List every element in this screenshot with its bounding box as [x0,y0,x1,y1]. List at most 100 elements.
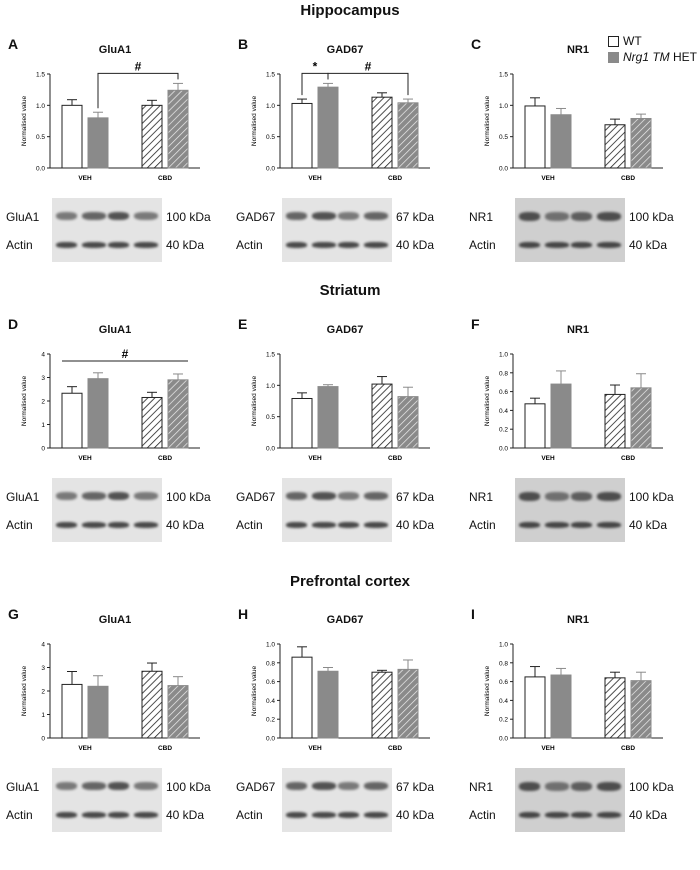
y-tick-label-c: 1.0 [499,103,508,110]
panel-title-g: GluA1 [98,614,132,626]
bar-e-1 [317,386,339,449]
bar-f-0 [524,403,546,449]
x-tick-label-f: CBD [621,455,635,462]
y-axis-label-i: Normalised value [484,666,491,717]
y-tick-label-b: 0.0 [266,166,275,173]
bar-e-3 [397,396,419,449]
chart-c: 0.0 0.5 1.0 1.5 Normalised value VEH CBD [484,72,663,182]
bar-h-2 [371,671,393,739]
panel-letter-e: E [238,316,248,332]
blot-label-control-e: Actin [236,518,263,532]
x-tick-label-h: CBD [388,745,402,752]
blot-size-protein-f: 100 kDa [629,490,674,504]
sig-marker-d: # [122,347,129,361]
blot-size-control-c: 40 kDa [629,238,668,252]
chart-g: 0 1 2 3 4 Normalised value VEH CBD [21,642,200,752]
panel-title-c: NR1 [566,44,589,56]
blot-band-d [134,522,158,528]
blot-band-g [134,782,158,790]
blot-band-g [108,782,129,790]
blot-image-a [52,198,162,262]
sig-marker-b: # [365,59,372,73]
bar-b-0 [291,102,313,169]
y-tick-label-h: 0.2 [266,717,275,724]
panel-g: G GluA1 0 1 2 3 4 Normalised value VEH CBD GluA1 Ac… [0,600,235,870]
y-axis-label-d: Normalised value [21,376,28,427]
blot-size-protein-c: 100 kDa [629,210,674,224]
blot-band-i [545,782,569,791]
y-tick-label-e: 1.5 [266,352,275,359]
sig-bracket-a [97,72,179,109]
blot-band-e [286,522,307,528]
y-tick-label-d: 3 [41,375,45,382]
panel-c: C NR1 0.0 0.5 1.0 1.5 Normalised value VEH CBD NR… [463,30,698,300]
y-tick-label-h: 0.8 [266,660,275,667]
y-tick-label-h: 0.4 [266,698,275,705]
bar-g-1 [87,685,109,739]
blot-band-i [571,782,592,791]
chart-h: 0.0 0.2 0.4 0.6 0.8 1.0 Normalised value VEH CBD [251,642,430,752]
bar-h-0 [291,656,313,739]
blot-band-i [519,782,540,791]
blot-label-control-a: Actin [6,238,33,252]
blot-image-d [52,478,162,542]
bar-h-3 [397,668,419,739]
blot-band-h [364,782,388,790]
blot-band-a [56,242,77,248]
y-tick-label-g: 3 [41,665,45,672]
bar-b-1 [317,86,339,169]
x-tick-label-b: VEH [308,175,322,182]
bar-i-1 [550,674,572,739]
blot-band-e [338,522,359,528]
legend-item-het: Nrg1 TM HET [608,49,697,65]
y-axis-label-c: Normalised value [484,96,491,147]
blot-band-i [545,812,569,818]
blot-band-f [545,522,569,528]
x-tick-label-c: CBD [621,175,635,182]
blot-size-protein-i: 100 kDa [629,780,674,794]
panel-letter-c: C [471,36,482,52]
blot-band-h [286,782,307,790]
x-tick-label-a: VEH [78,175,92,182]
bar-g-0 [61,683,83,739]
panel-title-f: NR1 [566,324,589,336]
legend-item-wt: WT [608,33,697,49]
bar-c-0 [524,105,546,169]
blot-band-d [108,492,129,500]
panel-letter-h: H [238,606,249,622]
blot-image-i [515,768,625,832]
chart-i: 0.0 0.2 0.4 0.6 0.8 1.0 Normalised value VEH CBD [484,642,663,752]
blot-size-control-e: 40 kDa [396,518,435,532]
blot-band-b [364,212,388,220]
y-axis-label-a: Normalised value [21,96,28,147]
bar-c-3 [630,117,652,169]
bar-d-1 [87,378,109,449]
blot-size-protein-h: 67 kDa [396,780,435,794]
blot-band-a [82,242,106,248]
y-tick-label-i: 0.6 [499,679,508,686]
y-tick-label-g: 1 [41,712,45,719]
blot-band-h [364,812,388,818]
x-tick-label-g: VEH [78,745,92,752]
legend-label-wt: WT [623,34,642,48]
panel-title-e: GAD67 [326,324,364,336]
blot-band-f [571,522,592,528]
legend-label-het-italic: Nrg1 TM [623,50,670,64]
panel-a: A GluA1 0.0 0.5 1.0 1.5 Normalised value VEH CBD… [0,30,235,300]
blot-band-e [312,522,336,528]
sig-marker-b: * [313,59,318,73]
legend-swatch-wt [608,35,619,47]
y-tick-label-g: 0 [41,736,45,743]
blot-band-b [312,242,336,248]
x-tick-label-g: CBD [158,745,172,752]
panel-letter-b: B [238,36,249,52]
y-tick-label-h: 0.0 [266,736,275,743]
panel-h: H GAD67 0.0 0.2 0.4 0.6 0.8 1.0 Normalised value… [230,600,465,870]
legend-label-het-suffix: HET [669,50,698,64]
blot-band-g [82,782,106,790]
x-tick-label-e: CBD [388,455,402,462]
y-tick-label-g: 4 [41,642,45,649]
y-tick-label-e: 0.5 [266,414,275,421]
blot-band-b [286,242,307,248]
blot-label-control-d: Actin [6,518,33,532]
